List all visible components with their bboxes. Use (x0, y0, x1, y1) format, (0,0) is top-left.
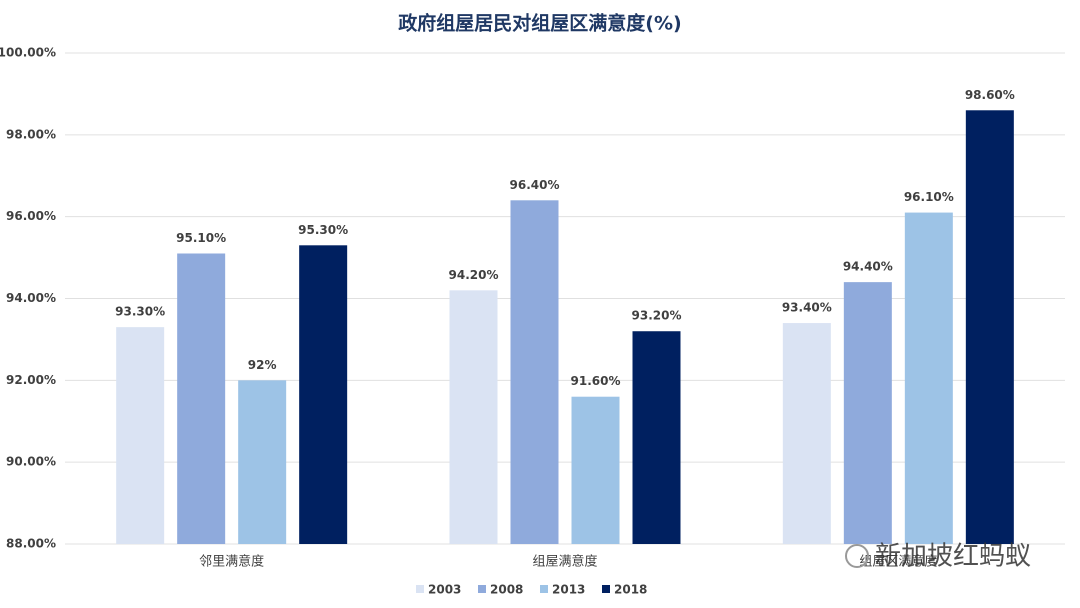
y-tick-label: 94.00% (6, 291, 56, 305)
bar (510, 200, 559, 545)
value-label: 95.30% (298, 223, 348, 237)
bar (965, 110, 1014, 545)
legend-label: 2013 (552, 583, 585, 597)
y-tick-label: 96.00% (6, 209, 56, 223)
legend-label: 2018 (614, 583, 647, 597)
y-tick-label: 98.00% (6, 127, 56, 141)
value-label: 92% (248, 358, 277, 372)
bar (238, 380, 287, 544)
value-label: 98.60% (965, 88, 1015, 102)
x-tick-label: 组屋满意度 (532, 554, 597, 570)
y-tick-label: 100.00% (0, 46, 56, 60)
y-tick-label: 88.00% (6, 537, 56, 551)
bar (843, 282, 892, 544)
bar (116, 327, 165, 544)
legend-label: 2003 (428, 583, 461, 597)
value-label: 96.40% (510, 178, 560, 192)
value-label: 94.40% (843, 260, 893, 274)
watermark: 新加坡红蚂蚁 (875, 542, 1031, 572)
value-label: 91.60% (571, 374, 621, 388)
watermark-icon (845, 544, 869, 568)
bar (632, 331, 681, 544)
legend-label: 2008 (490, 583, 523, 597)
bar (299, 245, 348, 544)
value-label: 93.20% (632, 309, 682, 323)
y-tick-label: 90.00% (6, 455, 56, 469)
bar (904, 212, 953, 544)
x-tick-label: 邻里满意度 (199, 554, 264, 570)
legend-swatch (416, 585, 424, 593)
legend-swatch (540, 585, 548, 593)
bar (782, 323, 831, 544)
bar (571, 396, 620, 544)
value-label: 93.40% (782, 301, 832, 315)
bar (177, 253, 226, 544)
x-tick-label: 组屋区满意度 (859, 554, 937, 570)
value-label: 93.30% (115, 305, 165, 319)
bar (449, 290, 498, 544)
y-tick-label: 92.00% (6, 373, 56, 387)
legend-swatch (478, 585, 486, 593)
legend-swatch (602, 585, 610, 593)
value-label: 95.10% (176, 231, 226, 245)
chart-title: 政府组屋居民对组屋区满意度(%) (398, 12, 681, 35)
value-label: 94.20% (449, 268, 499, 282)
value-label: 96.10% (904, 190, 954, 204)
